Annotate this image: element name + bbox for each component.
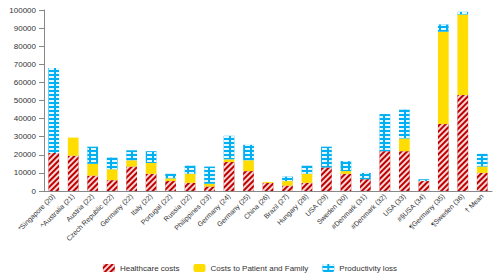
svg-text:Brazil (27): Brazil (27): [262, 192, 290, 220]
svg-text:Sweden (30): Sweden (30): [315, 192, 349, 226]
svg-text:#Denmark (31): #Denmark (31): [330, 192, 368, 231]
svg-text:Healthcare costs: Healthcare costs: [120, 264, 180, 273]
svg-text:#§USA (34): #§USA (34): [395, 192, 427, 223]
svg-text:¶Sweden (36): ¶Sweden (36): [430, 193, 466, 229]
svg-text:#Denmark (32): #Denmark (32): [349, 192, 388, 231]
svg-text:Hungary (28): Hungary (28): [276, 193, 310, 227]
svg-text:Germany (24): Germany (24): [196, 192, 232, 228]
svg-text:† Mean: † Mean: [463, 192, 485, 214]
svg-text:60000: 60000: [14, 78, 37, 87]
svg-text:40000: 40000: [14, 114, 37, 123]
svg-text:Philippines (23): Philippines (23): [173, 192, 212, 232]
svg-text:20000: 20000: [14, 150, 37, 159]
svg-text:90000: 90000: [14, 24, 37, 33]
svg-text:Costs to Patient and Family: Costs to Patient and Family: [210, 264, 308, 273]
svg-text:Germany (25): Germany (25): [215, 192, 251, 228]
svg-text:30000: 30000: [14, 132, 37, 141]
svg-text:China (26): China (26): [242, 192, 271, 221]
svg-text:100000: 100000: [9, 6, 36, 15]
svg-text:Italy (22): Italy (22): [129, 192, 154, 217]
svg-text:50000: 50000: [14, 96, 37, 105]
svg-text:0: 0: [32, 187, 37, 196]
svg-text:Productivity loss: Productivity loss: [339, 264, 397, 273]
svg-text:USA (33): USA (33): [381, 192, 407, 218]
svg-text:*Singapore (20): *Singapore (20): [16, 192, 57, 233]
svg-text:70000: 70000: [14, 60, 37, 69]
svg-text:Austria (22): Austria (22): [64, 192, 96, 223]
svg-text:80000: 80000: [14, 42, 37, 51]
svg-text:10000: 10000: [14, 168, 37, 177]
svg-text:Russia (22): Russia (22): [162, 192, 193, 223]
svg-text:Portugal (22): Portugal (22): [140, 193, 174, 227]
svg-text:Germany (22): Germany (22): [98, 192, 135, 228]
svg-text:^Australia (21): ^Australia (21): [39, 192, 76, 230]
svg-text:Czech Republic (22): Czech Republic (22): [65, 192, 115, 243]
svg-text:¶Germany (35): ¶Germany (35): [407, 192, 446, 231]
svg-text:USA (29): USA (29): [303, 192, 329, 218]
